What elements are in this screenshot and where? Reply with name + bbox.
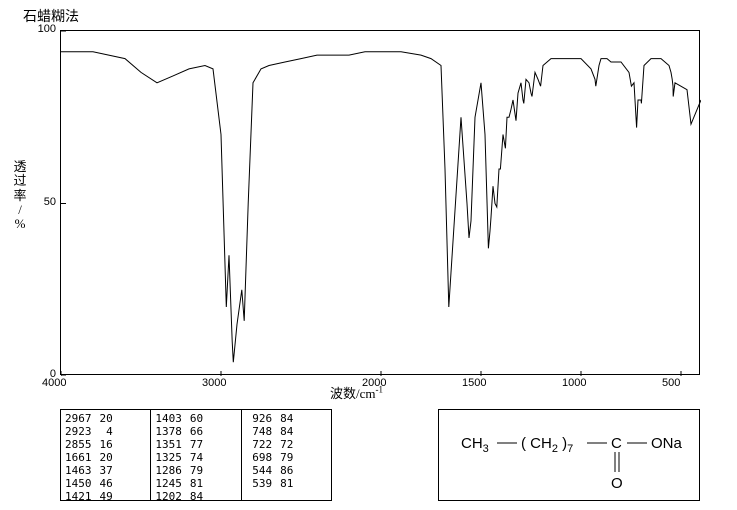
peak-wavenumber: 2967 — [65, 412, 92, 425]
peak-wavenumber: 1661 — [65, 451, 92, 464]
formula-ch3: CH3 — [461, 435, 489, 455]
table-row: 544 86 — [246, 464, 327, 477]
peak-value: 66 — [190, 425, 203, 438]
spectrum-plot — [60, 30, 700, 375]
table-row: 748 84 — [246, 425, 327, 438]
y-label-line-2: 率 — [12, 189, 28, 203]
formula-ch2-group: ( CH2 )7 — [521, 435, 573, 455]
peak-value: 16 — [100, 438, 113, 451]
peak-value: 72 — [280, 438, 293, 451]
y-label-line-4: % — [12, 217, 28, 231]
table-row: 2923 4 — [65, 425, 146, 438]
y-tick-label: 100 — [32, 23, 56, 35]
y-axis-label: 透 过 率 / % — [12, 160, 28, 231]
formula-o: O — [611, 475, 623, 492]
peak-wavenumber: 1245 — [155, 477, 182, 490]
peak-value: 79 — [190, 464, 203, 477]
peak-value: 20 — [100, 451, 113, 464]
table-row: 1421 49 — [65, 490, 146, 503]
table-row: 539 81 — [246, 477, 327, 490]
table-row: 1403 60 — [155, 412, 236, 425]
molecular-structure: CH3 ( CH2 )7 C ONa O — [439, 410, 701, 502]
peak-value: 4 — [100, 425, 113, 438]
peak-value: 84 — [280, 412, 293, 425]
table-column: 1403601378661351771325741286791245811202… — [151, 410, 241, 500]
peak-wavenumber: 1378 — [155, 425, 182, 438]
peak-wavenumber: 2923 — [65, 425, 92, 438]
table-column: 2967202923 42855161661201463371450461421… — [61, 410, 151, 500]
peak-wavenumber: 1403 — [155, 412, 182, 425]
formula-box: CH3 ( CH2 )7 C ONa O — [438, 409, 700, 501]
peak-value: 20 — [100, 412, 113, 425]
table-row: 1325 74 — [155, 451, 236, 464]
table-row: 1661 20 — [65, 451, 146, 464]
peak-table: 2967202923 42855161661201463371450461421… — [60, 409, 332, 501]
peak-value: 84 — [190, 490, 203, 503]
table-row: 1245 81 — [155, 477, 236, 490]
x-tick-label: 4000 — [42, 377, 66, 389]
peak-wavenumber: 1421 — [65, 490, 92, 503]
peak-wavenumber: 1450 — [65, 477, 92, 490]
table-row: 1202 84 — [155, 490, 236, 503]
table-row: 2967 20 — [65, 412, 146, 425]
table-row: 722 72 — [246, 438, 327, 451]
peak-wavenumber: 1286 — [155, 464, 182, 477]
peak-value: 77 — [190, 438, 203, 451]
table-row: 1450 46 — [65, 477, 146, 490]
peak-value: 79 — [280, 451, 293, 464]
peak-wavenumber: 722 — [246, 438, 273, 451]
formula-ona: ONa — [651, 435, 683, 452]
peak-wavenumber: 748 — [246, 425, 273, 438]
peak-value: 37 — [100, 464, 113, 477]
peak-value: 46 — [100, 477, 113, 490]
y-tick-label: 50 — [32, 196, 56, 208]
peak-value: 84 — [280, 425, 293, 438]
peak-wavenumber: 1325 — [155, 451, 182, 464]
table-row: 1286 79 — [155, 464, 236, 477]
spectrum-line — [61, 31, 701, 376]
peak-value: 49 — [100, 490, 113, 503]
x-tick-label: 3000 — [202, 377, 226, 389]
x-label-text: 波数/cm — [330, 386, 376, 401]
table-row: 1378 66 — [155, 425, 236, 438]
table-row: 1351 77 — [155, 438, 236, 451]
x-axis-label: 波数/cm-1 — [330, 383, 383, 402]
peak-value: 81 — [190, 477, 203, 490]
y-label-line-1: 过 — [12, 174, 28, 188]
peak-value: 86 — [280, 464, 293, 477]
x-tick-label: 1500 — [462, 377, 486, 389]
peak-wavenumber: 1202 — [155, 490, 182, 503]
x-label-sup: -1 — [376, 385, 384, 395]
peak-value: 81 — [280, 477, 293, 490]
formula-c: C — [611, 435, 622, 452]
table-row: 1463 37 — [65, 464, 146, 477]
peak-wavenumber: 926 — [246, 412, 273, 425]
peak-wavenumber: 1351 — [155, 438, 182, 451]
y-label-line-0: 透 — [12, 160, 28, 174]
table-row: 2855 16 — [65, 438, 146, 451]
peak-wavenumber: 544 — [246, 464, 273, 477]
table-column: 926 84 748 84 722 72 698 79 544 86 539 81 — [242, 410, 331, 500]
y-label-line-3: / — [12, 203, 28, 217]
peak-wavenumber: 1463 — [65, 464, 92, 477]
peak-wavenumber: 539 — [246, 477, 273, 490]
x-tick-label: 500 — [662, 377, 680, 389]
peak-wavenumber: 698 — [246, 451, 273, 464]
table-row: 698 79 — [246, 451, 327, 464]
table-row: 926 84 — [246, 412, 327, 425]
peak-value: 74 — [190, 451, 203, 464]
peak-value: 60 — [190, 412, 203, 425]
peak-wavenumber: 2855 — [65, 438, 92, 451]
x-tick-label: 1000 — [562, 377, 586, 389]
